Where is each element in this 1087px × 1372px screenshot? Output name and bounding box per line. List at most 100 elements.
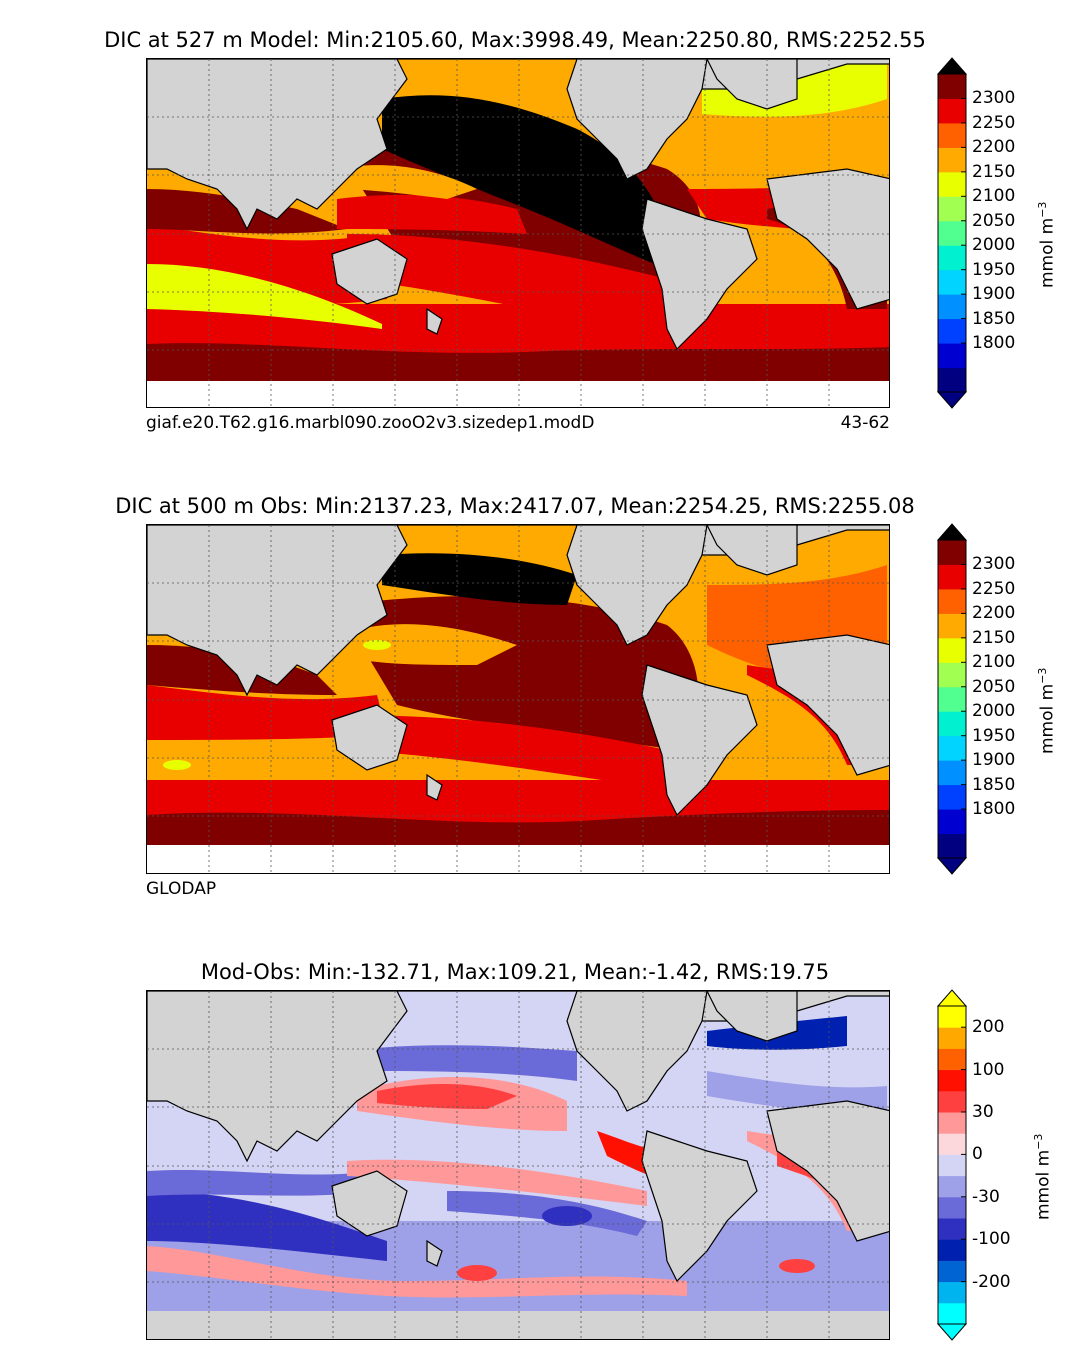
panel-3-title: Mod-Obs: Min:-132.71, Max:109.21, Mean:-… <box>200 960 830 984</box>
contour-band <box>337 165 477 199</box>
colorbar-tick-label: 30 <box>972 1102 994 1122</box>
colorbar-tick-label: 1900 <box>972 750 1016 771</box>
colorbar-tick-label: 2300 <box>972 554 1016 575</box>
contour-band <box>337 624 517 665</box>
colorbar-tick-label: 1950 <box>972 725 1016 746</box>
panel-2-colorbar-label: mmol m−3 <box>1036 667 1058 754</box>
land-eurasia <box>147 525 408 697</box>
colorbar-tick-label: 1900 <box>972 284 1016 305</box>
colorbar-segment <box>938 196 966 222</box>
colorbar-segment <box>938 220 966 246</box>
colorbar-segment <box>938 613 966 639</box>
colorbar-tick-label: 1800 <box>972 799 1016 820</box>
colorbar-segment <box>938 588 966 614</box>
colorbar-segment <box>938 171 966 197</box>
colorbar-tick-label: 100 <box>972 1059 1005 1080</box>
land-australia <box>331 704 408 771</box>
colorbar-segment <box>938 1027 966 1049</box>
colorbar-segment <box>938 1112 966 1134</box>
colorbar-tick-label: 1850 <box>972 308 1016 329</box>
colorbar-segment <box>938 784 966 810</box>
land-north-america <box>566 59 708 180</box>
land-new-zealand <box>426 1239 443 1267</box>
colorbar-segment <box>938 245 966 271</box>
contour-band <box>147 264 382 329</box>
land-africa <box>766 634 889 776</box>
colorbar-segment <box>938 760 966 786</box>
contour-band <box>347 715 667 790</box>
colorbar-tick-label: 2000 <box>972 235 1016 256</box>
colorbar-segment <box>938 1260 966 1283</box>
colorbar-tick-label: 2300 <box>972 88 1016 109</box>
colorbar-segment <box>938 1281 966 1304</box>
colorbar-segment <box>938 1154 966 1177</box>
land-south-america <box>641 664 758 817</box>
colorbar-tick-label: 2050 <box>972 676 1016 697</box>
colorbar-segment <box>938 1239 966 1261</box>
contour-band <box>377 1084 517 1109</box>
panel-1-run-name: giaf.e20.T62.g16.marbl090.zooO2v3.sizede… <box>146 413 595 433</box>
colorbar-segment <box>938 98 966 124</box>
colorbar-tick-label: 2100 <box>972 652 1016 673</box>
colorbar-segment <box>938 294 966 320</box>
contour-band <box>337 194 527 234</box>
colorbar-segment <box>938 637 966 663</box>
colorbar-segment <box>938 1006 966 1028</box>
panel-2-title: DIC at 500 m Obs: Min:2137.23, Max:2417.… <box>115 494 915 518</box>
colorbar-tick-label: 2200 <box>972 137 1016 158</box>
colorbar-segment <box>938 662 966 688</box>
colorbar-segment <box>938 1196 966 1219</box>
colorbar-segment <box>938 735 966 761</box>
colorbar-segment <box>938 833 966 859</box>
colorbar-segment <box>938 318 966 344</box>
colorbar-tick-label: 2250 <box>972 112 1016 133</box>
colorbar-tick-label: -30 <box>972 1186 1000 1207</box>
panel-3-map <box>146 990 890 1340</box>
colorbar-border <box>937 73 967 393</box>
contour-band <box>457 1265 497 1281</box>
colorbar-tick-label: -200 <box>972 1271 1011 1292</box>
contour-band <box>707 99 887 177</box>
contour-band <box>147 810 889 845</box>
contour-band <box>147 343 889 384</box>
colorbar-tick-label: 2050 <box>972 210 1016 231</box>
colorbar-svg <box>936 57 968 409</box>
colorbar-segment <box>938 367 966 393</box>
colorbar-tick-label: 1800 <box>972 333 1016 354</box>
colorbar-segment <box>938 74 966 99</box>
colorbar-tick-label: -100 <box>972 1229 1011 1250</box>
colorbar-segment <box>938 686 966 712</box>
land-new-zealand <box>426 773 443 801</box>
colorbar-tick-label: 2150 <box>972 161 1016 182</box>
panel-1-colorbar <box>936 57 968 409</box>
colorbar-segment <box>938 122 966 148</box>
colorbar-segment <box>938 1175 966 1198</box>
colorbar-tick-label: 2200 <box>972 603 1016 624</box>
panel-3-colorbar <box>936 989 968 1341</box>
antarctic-margin <box>147 381 889 407</box>
land-new-zealand <box>426 307 443 335</box>
panel-1-years: 43-62 <box>840 413 890 433</box>
colorbar-border <box>937 1005 967 1325</box>
colorbar-extend-low <box>936 857 968 875</box>
colorbar-tick-label: 1850 <box>972 774 1016 795</box>
contour-band <box>542 1206 592 1226</box>
colorbar-segment <box>938 269 966 295</box>
contour-band <box>347 1045 577 1081</box>
land-north-america <box>566 991 708 1112</box>
contour-band <box>347 1159 647 1206</box>
panel-2-source: GLODAP <box>146 879 217 899</box>
colorbar-svg <box>936 989 968 1341</box>
contour-band <box>163 760 191 770</box>
colorbar-extend-high <box>936 523 968 541</box>
colorbar-segment <box>938 711 966 737</box>
land-africa <box>766 1100 889 1242</box>
colorbar-tick-label: 200 <box>972 1017 1005 1038</box>
colorbar-segment <box>938 809 966 835</box>
contour-band <box>347 234 687 339</box>
panel-3-colorbar-label: mmol m−3 <box>1032 1133 1054 1220</box>
lat-lon-grid <box>147 991 889 1339</box>
colorbar-svg <box>936 523 968 875</box>
contour-band <box>363 640 391 650</box>
colorbar-tick-label: 2150 <box>972 627 1016 648</box>
